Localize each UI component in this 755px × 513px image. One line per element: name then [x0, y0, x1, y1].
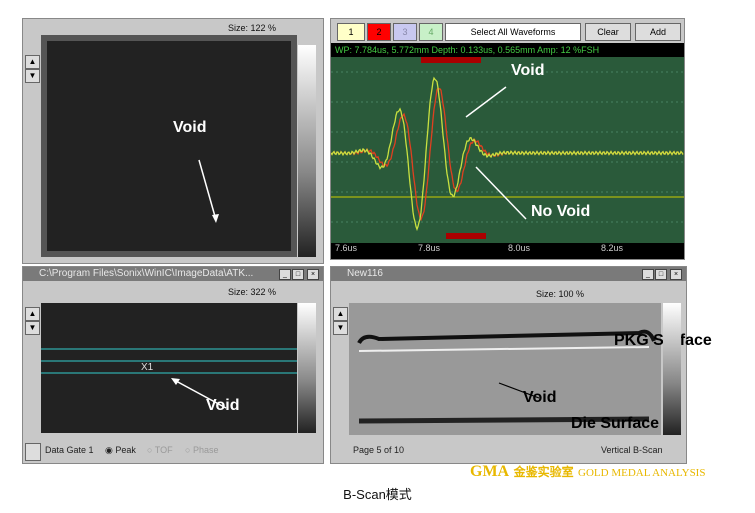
page-indicator: Page 5 of 10: [353, 445, 405, 455]
zoom-size: Size: 322 %: [228, 287, 277, 297]
void-label: Void: [511, 62, 545, 79]
gate-button[interactable]: [25, 443, 41, 461]
x-tick: 7.6us: [335, 243, 358, 253]
radio-label: Peak: [115, 445, 136, 455]
watermark-cn: 金鉴实验室: [513, 465, 574, 479]
scroll-down-button[interactable]: ▼: [333, 321, 348, 335]
close-button[interactable]: ×: [670, 269, 682, 280]
bscan-image: [349, 303, 661, 435]
radio-peak[interactable]: ◉ Peak: [105, 445, 136, 455]
top-left-cscan-window: Size: 122 % ▲ ▼ Void: [22, 18, 324, 264]
select-all-waveforms-button[interactable]: Select All Waveforms: [445, 23, 581, 41]
data-gate-label: Data Gate 1: [45, 445, 94, 455]
scroll-up-button[interactable]: ▲: [25, 55, 40, 69]
scroll-up-button[interactable]: ▲: [25, 307, 40, 321]
bscan-window: New116 _ □ × Size: 100 % ▲ ▼ PKG Surface…: [330, 266, 712, 464]
waveform-3-button[interactable]: 3: [393, 23, 417, 41]
die-surface-label: Die Surface: [571, 415, 660, 432]
maximize-button[interactable]: □: [292, 269, 304, 280]
waveform-2-button[interactable]: 2: [367, 23, 391, 41]
caption: B-Scan模式: [343, 487, 412, 502]
void-trace: [331, 76, 684, 232]
waveform-1-button[interactable]: 1: [337, 23, 365, 41]
add-button[interactable]: Add: [635, 23, 681, 41]
waveform-window: 1 2 3 4 Select All Waveforms Clear Add W…: [330, 18, 685, 260]
pkg-surface-label: PKG Surface: [614, 332, 712, 349]
zoom-size: Size: 100 %: [536, 289, 585, 299]
close-button[interactable]: ×: [307, 269, 319, 280]
grayscale-bar: [663, 303, 681, 435]
void-label: Void: [173, 119, 207, 136]
radio-label: TOF: [154, 445, 173, 455]
marker-x1[interactable]: X1: [141, 362, 154, 373]
gate-marker: [421, 57, 481, 63]
vertical-bscan-checkbox[interactable]: Vertical B-Scan: [601, 445, 663, 455]
scroll-down-button[interactable]: ▼: [25, 69, 40, 83]
void-arrow: [465, 86, 507, 118]
watermark: GMA 金鉴实验室 GOLD MEDAL ANALYSIS: [470, 463, 750, 481]
window-title: New116: [331, 267, 686, 281]
cscan-image: [41, 35, 297, 257]
no-void-label: No Void: [531, 203, 591, 220]
void-label: Void: [206, 397, 240, 414]
watermark-en: GOLD MEDAL ANALYSIS: [578, 467, 706, 479]
maximize-button[interactable]: □: [655, 269, 667, 280]
void-label: Void: [523, 389, 557, 406]
zoom-size: Size: 122 %: [228, 23, 277, 33]
minimize-button[interactable]: _: [642, 269, 654, 280]
scroll-down-button[interactable]: ▼: [25, 321, 40, 335]
window-title: C:\Program Files\Sonix\WinIC\ImageData\A…: [23, 267, 323, 281]
radio-tof[interactable]: ○ TOF: [147, 445, 173, 455]
bottom-left-window: C:\Program Files\Sonix\WinIC\ImageData\A…: [22, 266, 324, 464]
radio-label: Phase: [192, 445, 219, 455]
waveform-4-button[interactable]: 4: [419, 23, 443, 41]
x-tick: 8.0us: [508, 243, 531, 253]
grayscale-bar: [298, 45, 316, 257]
minimize-button[interactable]: _: [279, 269, 291, 280]
grayscale-bar: [298, 303, 316, 433]
watermark-logo: GMA: [470, 463, 510, 480]
scroll-up-button[interactable]: ▲: [333, 307, 348, 321]
radio-phase[interactable]: ○ Phase: [185, 445, 219, 455]
plot-background: [331, 57, 684, 243]
cscan-zoom-image: [41, 303, 297, 433]
gate-marker: [446, 233, 486, 239]
waveform-plot: [331, 57, 684, 243]
no-void-arrow: [475, 166, 527, 220]
waveform-info: WP: 7.784us, 5.772mm Depth: 0.133us, 0.5…: [335, 45, 600, 55]
x-axis: 7.6us 7.8us 8.0us 8.2us: [331, 241, 684, 259]
x-tick: 8.2us: [601, 243, 624, 253]
clear-button[interactable]: Clear: [585, 23, 631, 41]
x-tick: 7.8us: [418, 243, 441, 253]
